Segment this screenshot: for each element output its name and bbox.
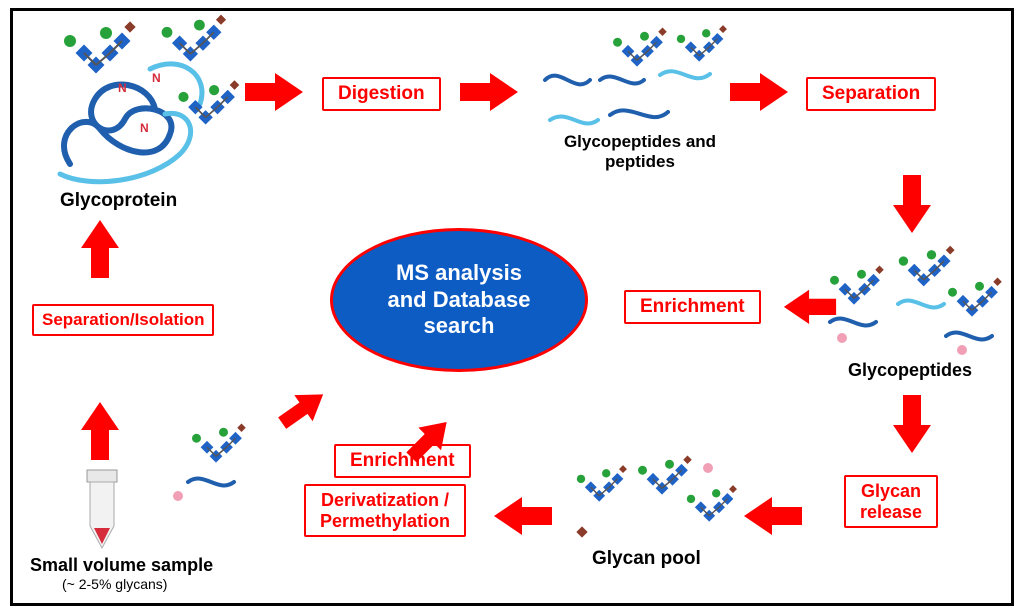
- caption-glycan-pool: Glycan pool: [592, 548, 701, 570]
- step-enrichment: Enrichment: [624, 290, 761, 324]
- glycopeptides-peptides-icon: [540, 20, 730, 135]
- caption-glycopeptides-peptides: Glycopeptides and peptides: [550, 132, 730, 171]
- svg-text:N: N: [152, 71, 161, 85]
- step-separation-left: Separation/Isolation: [32, 304, 214, 336]
- glycan-pool-icon: [560, 450, 740, 550]
- step-glycan-release: Glycan release: [844, 475, 938, 528]
- sample-tube-icon: [82, 468, 122, 553]
- central-node: MS analysisand Databasesearch: [330, 228, 588, 372]
- svg-text:N: N: [118, 81, 127, 95]
- svg-text:N: N: [140, 121, 149, 135]
- step-separation-top: Separation: [806, 77, 936, 111]
- glycoprotein-icon: N N N: [40, 14, 240, 190]
- step-digestion: Digestion: [322, 77, 441, 111]
- step-enrichment2: Enrichment: [334, 444, 471, 478]
- step-derivatization: Derivatization / Permethylation: [304, 484, 466, 537]
- glycopeptide-bottom-left-icon: [164, 418, 284, 518]
- caption-sample-title: Small volume sample: [30, 555, 213, 576]
- caption-glycoprotein: Glycoprotein: [60, 190, 177, 212]
- central-text: MS analysisand Databasesearch: [387, 260, 530, 339]
- glycopeptides-icon: [812, 240, 1012, 365]
- caption-sample-sub: (~ 2-5% glycans): [62, 576, 167, 592]
